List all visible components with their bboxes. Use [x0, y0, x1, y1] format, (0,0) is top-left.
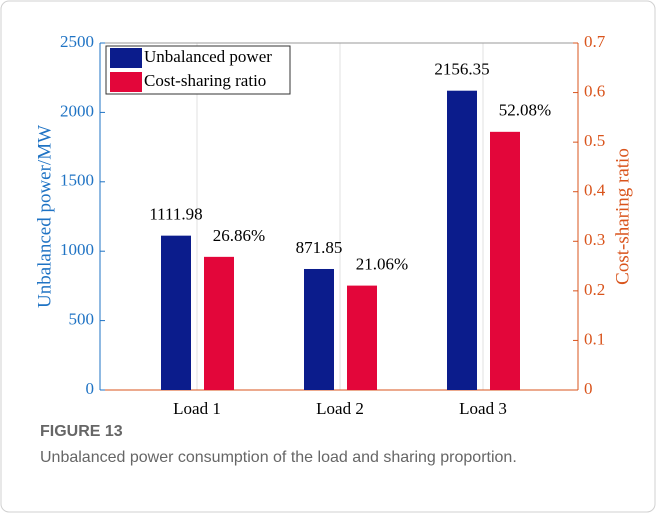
legend-swatch	[110, 48, 142, 68]
figure-label: FIGURE 13	[40, 423, 123, 440]
y-tick-label: 1500	[60, 171, 94, 190]
data-label: 1111.98	[149, 205, 202, 224]
data-label: 2156.35	[434, 60, 489, 79]
bar	[490, 131, 520, 390]
y2-tick-label: 0.7	[584, 32, 606, 51]
data-label: 871.85	[296, 238, 343, 257]
data-label: 26.86%	[213, 226, 265, 245]
legend-swatch	[110, 72, 142, 92]
y2-tick-label: 0.4	[584, 181, 606, 200]
y2-tick-label: 0	[584, 379, 593, 398]
figure-caption: Unbalanced power consumption of the load…	[40, 449, 517, 466]
y-tick-label: 1000	[60, 240, 94, 259]
y-tick-label: 500	[69, 310, 95, 329]
bar	[204, 256, 234, 390]
legend-label: Unbalanced power	[144, 47, 272, 66]
y2-tick-label: 0.2	[584, 280, 605, 299]
y2-tick-label: 0.1	[584, 329, 605, 348]
x-tick-label: Load 3	[459, 399, 507, 418]
y-tick-label: 0	[86, 379, 95, 398]
bar	[161, 235, 191, 390]
y2-tick-label: 0.5	[584, 131, 605, 150]
x-tick-label: Load 1	[173, 399, 221, 418]
y2-tick-label: 0.6	[584, 81, 605, 100]
y-axis-label: Unbalanced power/MW	[34, 125, 55, 308]
data-label: 21.06%	[356, 255, 408, 274]
y2-tick-label: 0.3	[584, 230, 605, 249]
y2-axis-label: Cost-sharing ratio	[612, 148, 633, 285]
x-tick-label: Load 2	[316, 399, 364, 418]
y-tick-label: 2000	[60, 101, 94, 120]
y-tick-label: 2500	[60, 32, 94, 51]
bar	[304, 268, 334, 390]
bar	[447, 90, 477, 391]
bar	[347, 285, 377, 390]
data-label: 52.08%	[499, 101, 551, 120]
legend-label: Cost-sharing ratio	[144, 71, 266, 90]
